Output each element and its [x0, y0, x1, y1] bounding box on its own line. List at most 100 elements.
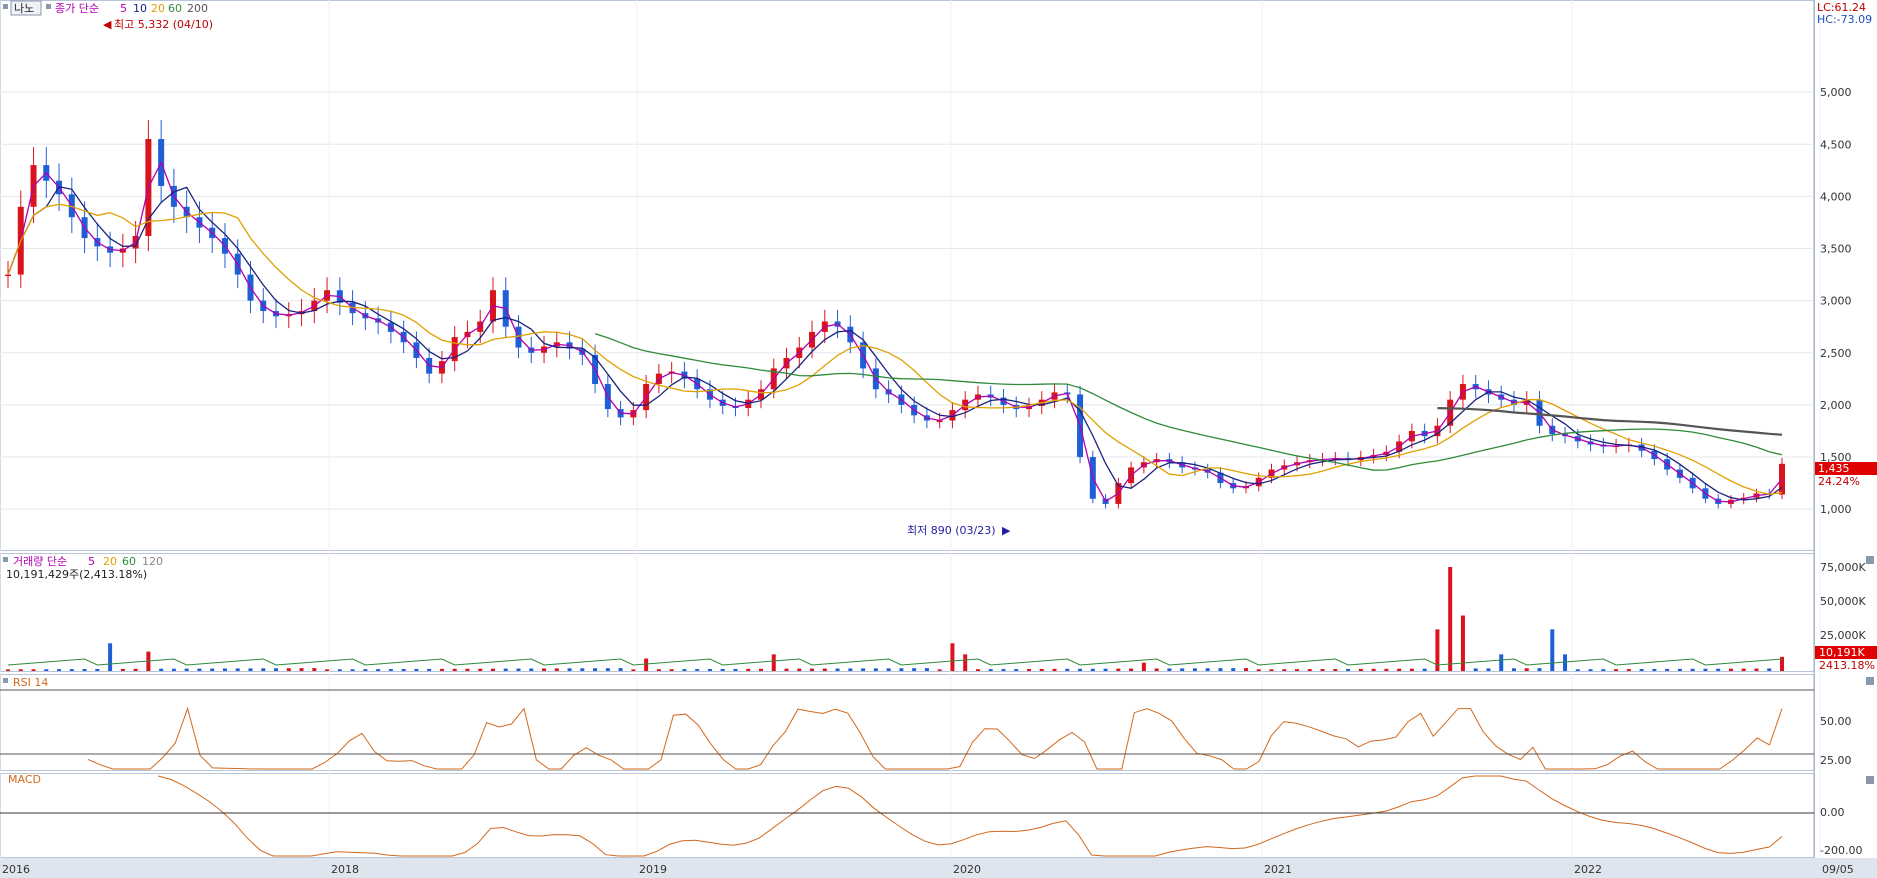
- volume-bar: [210, 668, 215, 671]
- volume-bar: [567, 668, 572, 671]
- macd-title[interactable]: MACD: [8, 773, 41, 786]
- volume-bar: [1320, 669, 1325, 671]
- volume-bar: [171, 668, 176, 671]
- vol-ma60-legend[interactable]: 60: [122, 555, 136, 568]
- volume-bar: [1269, 669, 1274, 671]
- volume-bar: [1780, 656, 1784, 671]
- ma60-legend[interactable]: 60: [168, 2, 182, 15]
- volume-bar: [644, 658, 649, 671]
- volume-bar: [1295, 669, 1300, 671]
- volume-bar: [758, 668, 763, 671]
- high-arrow-icon: ◀: [103, 18, 112, 31]
- volume-bar: [899, 668, 904, 671]
- volume-bar: [1333, 668, 1338, 671]
- volume-bar: [1052, 668, 1057, 671]
- ma20-legend[interactable]: 20: [151, 2, 165, 15]
- volume-bar: [490, 668, 495, 671]
- volume-bar: [937, 669, 942, 671]
- volume-bar: [1665, 668, 1670, 671]
- volume-bar: [1001, 669, 1006, 671]
- volume-bar: [274, 668, 279, 671]
- volume-bar: [605, 668, 610, 671]
- volume-bar: [1448, 567, 1453, 671]
- volume-bar: [886, 668, 891, 671]
- macd-tick-0: 0.00: [1820, 806, 1845, 819]
- vol-ma120-legend[interactable]: 120: [142, 555, 163, 568]
- ma5-legend[interactable]: 5: [120, 2, 127, 15]
- rsi-title[interactable]: RSI 14: [13, 676, 48, 689]
- rsi-panel-close-icon[interactable]: [1866, 677, 1874, 685]
- volume-bar: [1460, 615, 1465, 671]
- volume-bar: [810, 668, 815, 671]
- volume-collapse-icon[interactable]: [3, 557, 8, 562]
- moving-average-lines: [7, 160, 1783, 503]
- volume-bar: [1409, 668, 1414, 671]
- volume-bar: [1767, 668, 1772, 671]
- volume-bar: [924, 668, 929, 671]
- volume-bar: [1703, 668, 1708, 671]
- ma200-legend[interactable]: 200: [187, 2, 208, 15]
- volume-bar: [1231, 668, 1236, 671]
- x-axis-band: [0, 858, 1877, 878]
- volume-bar: [350, 669, 355, 671]
- volume-bar: [31, 669, 36, 671]
- volume-bar: [1358, 668, 1363, 671]
- high-annotation: 최고 5,332 (04/10): [114, 18, 213, 31]
- current-price-badge: [1815, 462, 1877, 475]
- volume-bar: [1652, 668, 1657, 671]
- x-axis-label: 2021: [1264, 863, 1292, 876]
- volume-bar: [695, 669, 700, 671]
- candle-body: [1779, 463, 1785, 495]
- volume-ma-lines: [7, 658, 1783, 666]
- x-axis-label: 2018: [331, 863, 359, 876]
- current-change-pct: 24.24%: [1818, 475, 1860, 488]
- volume-bar: [427, 668, 432, 671]
- volume-bar: [1078, 668, 1083, 671]
- vol-ma20-legend[interactable]: 20: [103, 555, 117, 568]
- volume-bar: [1397, 668, 1402, 671]
- macd-panel-close-icon[interactable]: [1866, 776, 1874, 784]
- macd-tick-neg200: -200.00: [1820, 844, 1862, 857]
- price-tick-label: 3,000: [1820, 295, 1852, 308]
- nano-button[interactable]: [10, 0, 42, 16]
- x-axis-labels: 2016 2018 2019 2020 2021 2022 09/05: [2, 863, 1854, 876]
- ma10-legend[interactable]: 10: [133, 2, 147, 15]
- volume-bar: [771, 654, 776, 671]
- vol-ma5-legend[interactable]: 5: [88, 555, 95, 568]
- hc-label: HC:-73.09: [1817, 13, 1872, 26]
- volume-bar: [1154, 668, 1159, 671]
- volume-bar: [18, 669, 23, 671]
- panel-collapse-icon[interactable]: [3, 4, 8, 9]
- x-axis-label: 2020: [953, 863, 981, 876]
- volume-bar: [197, 668, 202, 671]
- volume-bar: [682, 669, 687, 671]
- price-legend-prefix[interactable]: 종가 단순: [55, 2, 99, 15]
- rsi-collapse-icon[interactable]: [3, 678, 8, 683]
- volume-bar: [1180, 668, 1185, 671]
- rsi-tick-50: 50.00: [1820, 715, 1852, 728]
- volume-bar: [95, 668, 100, 671]
- volume-bar: [1384, 668, 1389, 671]
- current-price-value: 1,435: [1818, 462, 1850, 475]
- volume-bar: [1614, 669, 1619, 671]
- volume-bar: [1626, 669, 1631, 671]
- volume-bar: [82, 669, 87, 671]
- volume-bar: [1486, 668, 1491, 671]
- volume-bar: [822, 668, 827, 671]
- rsi-line: [87, 706, 1783, 770]
- volume-bar: [235, 668, 240, 671]
- volume-bar: [286, 668, 291, 671]
- candle-body: [936, 420, 943, 423]
- volume-bar: [580, 668, 585, 671]
- volume-bar: [1205, 668, 1210, 671]
- volume-bar: [1741, 668, 1746, 671]
- volume-bar: [1116, 668, 1121, 671]
- volume-bar: [222, 668, 227, 671]
- volume-legend-prefix[interactable]: 거래량 단순: [13, 555, 67, 568]
- volume-bar: [1550, 629, 1555, 671]
- volume-bar: [1511, 668, 1516, 671]
- volume-panel-close-icon[interactable]: [1866, 556, 1874, 564]
- volume-bar: [1716, 668, 1721, 671]
- macd-line: [157, 775, 1783, 857]
